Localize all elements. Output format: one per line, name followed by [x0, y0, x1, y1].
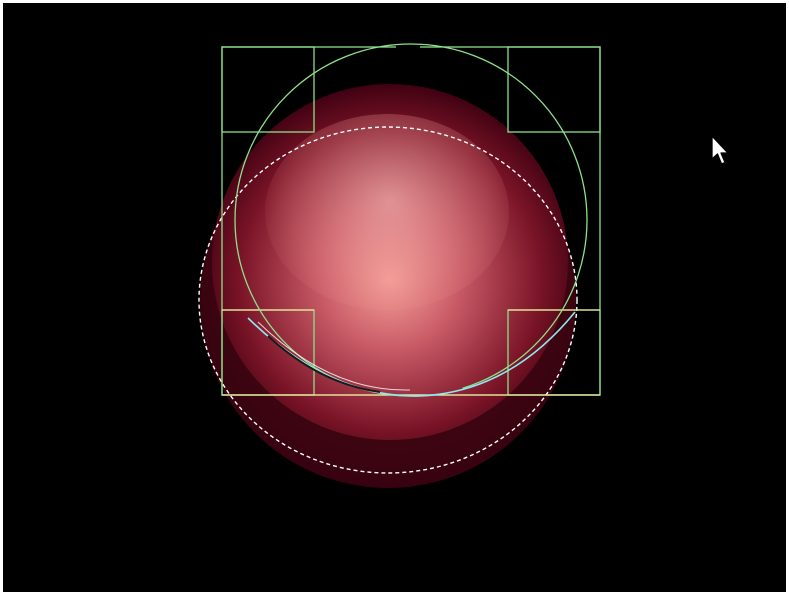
scene-svg: [198, 42, 601, 488]
rim-highlight-inner: [257, 321, 411, 391]
guide-corner-top-right: [507, 46, 601, 133]
cursor-body: [711, 135, 729, 165]
selection-outline: [198, 126, 578, 474]
arrow-pointer-icon: [711, 135, 729, 165]
rim-shadow-line: [267, 335, 381, 393]
guide-accent: [222, 309, 600, 396]
rim-highlight: [247, 311, 576, 397]
drawing-canvas[interactable]: [3, 3, 786, 592]
guide-corner-top-left: [221, 46, 315, 133]
guide-gap: [396, 42, 420, 52]
gloss-highlight: [265, 114, 509, 310]
